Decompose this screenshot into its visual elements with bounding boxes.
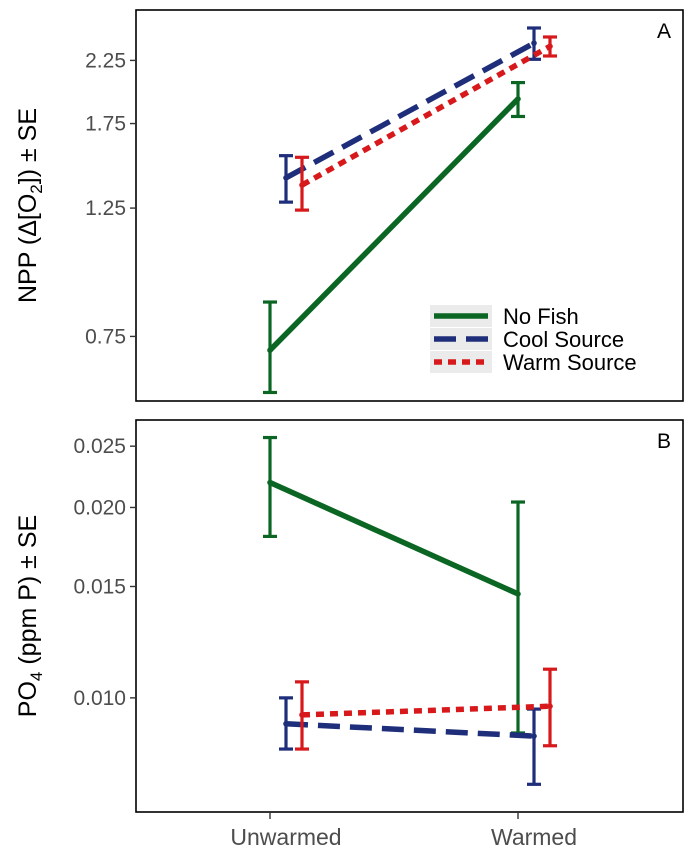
y-tick-label: 0.015 [73,575,126,598]
y-tick-label: 2.25 [85,49,126,72]
panel-A: 0.75 1.25 1.75 2.25 NPP (Δ[O2]) ± SE A No Fish… [14,9,684,402]
y-axis-title-part: PO [14,681,42,717]
panel-B: 0.010 0.015 0.020 0.025 PO4 (ppm P) ± SE B [14,419,684,813]
data-point [531,733,537,739]
legend-label: No Fish [503,304,579,329]
series-warm-source [295,667,557,751]
y-tick-label: 0.75 [85,325,126,348]
y-axis-title-part: (ppm P) ± SE [14,515,42,672]
y-tick-label: 0.010 [73,687,126,710]
legend-key-background [430,351,492,373]
data-point [515,591,521,597]
data-point [531,40,537,46]
y-axis-title-part: ]) ± SE [14,108,42,184]
data-point [267,347,273,353]
panel-letter: B [657,430,671,453]
data-point [515,96,521,102]
series-cool-source [279,696,541,786]
panel-border [135,9,684,402]
series-line [301,703,551,718]
y-axis-title: PO4 (ppm P) ± SE [14,515,46,717]
series-warm-source [295,35,557,212]
y-tick-label: 0.025 [73,435,126,458]
y-axis-title-subscript: 4 [27,672,46,681]
series-line [268,97,520,353]
data-point [299,182,305,188]
panel-border [135,419,684,813]
legend-key-background [430,328,492,350]
data-point [283,720,289,727]
legend-label: Cool Source [503,327,624,352]
series-line [268,480,520,597]
x-tick-label: Warmed [491,824,577,848]
y-axis-title: NPP (Δ[O2]) ± SE [14,108,46,303]
y-tick-label: 1.75 [85,113,126,136]
y-tick-label: 1.25 [85,197,126,220]
y-axis-title-subscript: 2 [27,184,46,193]
data-point [547,703,553,710]
series-no-fish [263,80,525,395]
x-tick-label: Unwarmed [230,824,341,848]
series-line [300,43,552,188]
data-point [299,712,305,718]
series-line [284,40,536,181]
data-point [547,43,553,50]
data-point [283,175,289,181]
panel-letter: A [657,20,671,43]
data-point [267,479,273,486]
y-axis-title-part: NPP (Δ[O [14,194,42,303]
legend-label: Warm Source [503,350,637,375]
y-tick-label: 0.020 [73,496,126,519]
series-line [285,721,535,739]
